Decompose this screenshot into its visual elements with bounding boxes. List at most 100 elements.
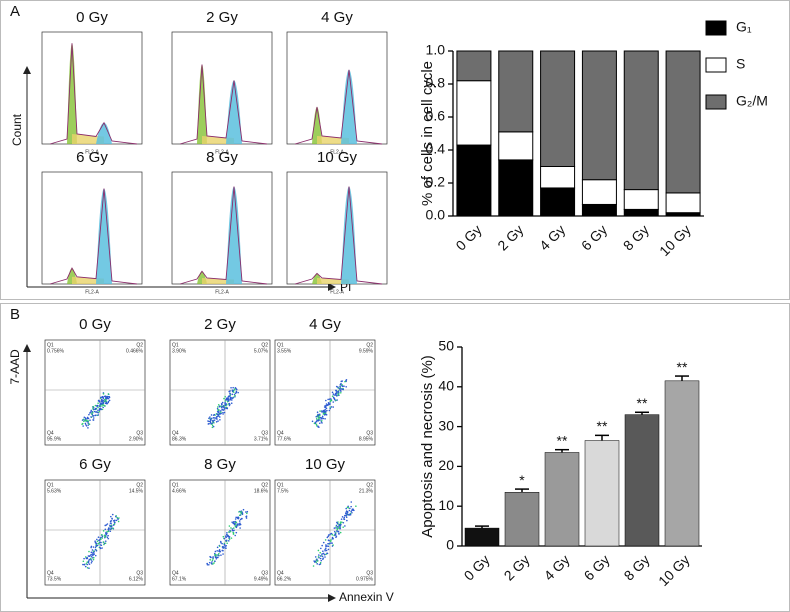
event-dot (229, 530, 232, 533)
x-tick-label: 0 Gy (452, 221, 484, 253)
event-dot (98, 539, 101, 541)
quadrant-value: 18.6% (254, 488, 269, 494)
event-dot (208, 561, 211, 564)
event-dot (86, 563, 89, 566)
event-dot (87, 422, 89, 424)
event-dot (86, 417, 89, 420)
event-dot (327, 548, 330, 551)
event-dot (111, 513, 114, 516)
event-dot (208, 417, 210, 420)
event-dot (88, 559, 90, 561)
event-dot (90, 545, 93, 548)
bar (584, 440, 620, 547)
event-dot (246, 512, 248, 515)
event-dot (222, 549, 224, 552)
event-dot (216, 415, 219, 418)
event-dot (88, 413, 90, 416)
event-dot (92, 415, 94, 417)
legend-label: S (736, 56, 745, 72)
event-dot (115, 515, 117, 518)
event-dot (86, 567, 89, 569)
fit-line (179, 64, 268, 145)
event-dot (346, 511, 349, 514)
event-dot (93, 410, 96, 413)
event-dot (230, 399, 233, 401)
event-dot (214, 550, 217, 553)
event-dot (237, 517, 240, 520)
event-dot (104, 405, 106, 407)
event-dot (225, 399, 228, 401)
event-dot (97, 543, 100, 545)
event-dot (224, 403, 226, 405)
event-dot (86, 419, 88, 422)
quadrant-name: Q2 (261, 342, 268, 348)
event-dot (219, 551, 221, 553)
quadrant-name: Q4 (172, 570, 179, 576)
event-dot (332, 406, 335, 408)
bar-segment (623, 208, 659, 217)
event-dot (232, 386, 234, 389)
event-dot (231, 521, 233, 523)
event-dot (109, 522, 112, 524)
event-dot (345, 516, 348, 518)
quadrant-name: Q4 (277, 430, 284, 436)
event-dot (235, 524, 238, 527)
event-dot (94, 404, 97, 407)
event-dot (102, 397, 105, 400)
g1-peak (67, 43, 77, 144)
bar-segment (581, 179, 617, 205)
plot-title: 0 Gy (79, 316, 111, 333)
event-dot (211, 424, 214, 427)
event-dot (220, 406, 223, 409)
event-dot (344, 380, 346, 383)
plot-frame (41, 171, 143, 285)
bar-segment (581, 50, 617, 181)
event-dot (313, 422, 316, 425)
event-dot (219, 410, 222, 412)
quadrant-value: 9.59% (359, 348, 374, 354)
event-dot (339, 389, 341, 391)
event-dot (207, 423, 210, 425)
event-dot (235, 390, 238, 393)
event-dot (84, 418, 87, 420)
event-dot (342, 526, 345, 528)
event-dot (330, 542, 332, 544)
event-dot (339, 391, 342, 394)
event-dot (228, 536, 231, 538)
quadrant-name: Q4 (47, 570, 54, 576)
event-dot (345, 379, 347, 382)
plot-title: 4 Gy (309, 316, 341, 333)
y-tick-label: 0.6 (426, 108, 446, 124)
significance: ** (557, 432, 568, 448)
event-dot (102, 406, 104, 409)
bar-segment (498, 159, 534, 217)
fit-line (49, 43, 138, 145)
event-dot (97, 402, 99, 404)
event-dot (329, 542, 331, 545)
bar-segment (456, 144, 492, 217)
event-dot (225, 407, 228, 410)
event-dot (107, 528, 110, 531)
event-dot (97, 399, 100, 402)
event-dot (210, 556, 212, 559)
plot-frame (44, 479, 146, 586)
x-tick-label: 10 Gy (655, 551, 693, 589)
event-dot (92, 556, 95, 559)
event-dot (99, 541, 101, 543)
event-dot (322, 557, 325, 559)
event-dot (349, 507, 351, 510)
event-dot (223, 408, 226, 410)
event-dot (213, 413, 216, 416)
event-dot (94, 548, 97, 551)
quadrant-name: Q1 (277, 342, 284, 348)
bar-segment (498, 50, 534, 133)
event-dot (90, 553, 92, 556)
event-dot (102, 399, 105, 402)
quadrant-name: Q4 (47, 430, 54, 436)
plot-x-label: FL2-A (85, 149, 99, 155)
event-dot (114, 519, 116, 522)
event-dot (99, 537, 102, 539)
event-dot (227, 396, 230, 398)
event-dot (237, 391, 239, 394)
event-dot (88, 550, 90, 553)
